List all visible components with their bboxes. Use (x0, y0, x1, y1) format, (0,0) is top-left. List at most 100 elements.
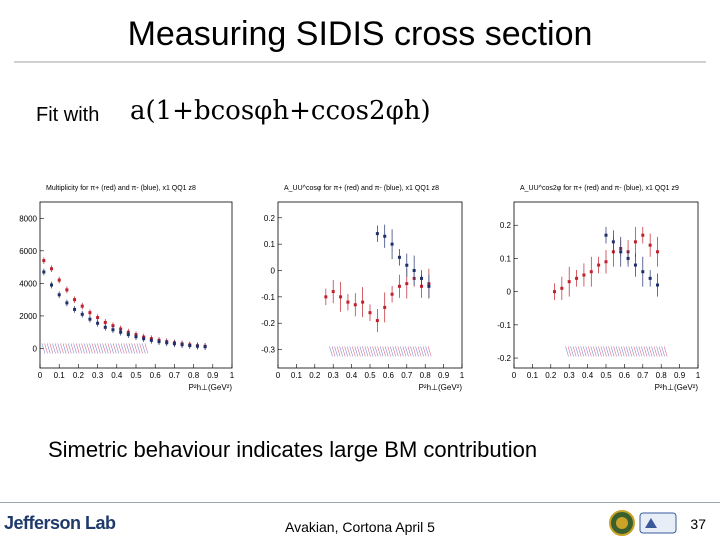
data-point (582, 273, 586, 277)
x-tick-label: 0.2 (309, 371, 321, 380)
x-tick-label: 0.8 (420, 371, 432, 380)
systematic-band-hatch (46, 343, 51, 354)
doe-seal-icon (609, 510, 635, 536)
cos2phi-asymmetry-plot: A_UU^cos2φ for π+ (red) and π- (blue), x… (484, 176, 704, 396)
x-tick-label: 0.3 (92, 371, 104, 380)
x-tick-label: 0.7 (637, 371, 649, 380)
data-point (375, 232, 379, 236)
x-tick-label: 0.4 (111, 371, 123, 380)
systematic-band-hatch (120, 343, 125, 354)
systematic-band-hatch (329, 346, 333, 357)
systematic-band-hatch (357, 346, 361, 357)
data-point (142, 337, 146, 341)
systematic-band-hatch (595, 346, 600, 357)
systematic-band-hatch (417, 346, 422, 357)
systematic-band-hatch (646, 346, 650, 357)
x-tick-label: 1 (230, 371, 235, 380)
data-point (149, 338, 153, 342)
data-point (390, 292, 394, 296)
systematic-band-hatch (374, 346, 379, 357)
data-point (339, 295, 343, 299)
systematic-band-hatch (382, 346, 386, 357)
systematic-band-hatch (94, 343, 99, 354)
systematic-band-hatch (643, 346, 648, 357)
data-point (560, 286, 564, 290)
systematic-band-hatch (397, 346, 402, 357)
data-point (405, 263, 409, 267)
systematic-band-hatch (115, 343, 120, 354)
data-point (604, 260, 608, 264)
x-tick-label: 1 (696, 371, 701, 380)
systematic-band-hatch (372, 346, 376, 357)
data-point (641, 270, 645, 274)
data-point (88, 311, 92, 315)
data-point (57, 278, 61, 282)
systematic-band-hatch (415, 346, 419, 357)
data-point (42, 259, 46, 263)
data-point (567, 280, 571, 284)
systematic-band-hatch (354, 346, 359, 357)
x-tick-label: 0.6 (150, 371, 162, 380)
x-tick-label: 0.9 (674, 371, 686, 380)
data-point (65, 288, 69, 292)
systematic-band-hatch (341, 346, 346, 357)
systematic-band-hatch (628, 346, 633, 357)
fit-formula: a(1+bcosφh+ccos2φh) (130, 96, 431, 126)
systematic-band-hatch (588, 346, 592, 357)
data-point (619, 250, 623, 254)
systematic-band-hatch (663, 346, 668, 357)
systematic-band-hatch (78, 343, 83, 354)
systematic-band-hatch (362, 346, 366, 357)
systematic-band-hatch (107, 343, 112, 354)
systematic-band-hatch (618, 346, 622, 357)
systematic-band-hatch (134, 343, 138, 354)
systematic-band-hatch (608, 346, 612, 357)
systematic-band-hatch (427, 346, 432, 357)
data-point (172, 342, 176, 346)
y-tick-label: 0.1 (264, 240, 276, 249)
caption: Simetric behaviour indicates large BM co… (48, 437, 538, 462)
data-point (648, 276, 652, 280)
data-point (589, 270, 593, 274)
systematic-band-hatch (136, 343, 141, 354)
plot-background (10, 176, 238, 396)
data-point (604, 233, 608, 237)
systematic-band-hatch (104, 343, 109, 354)
systematic-band-hatch (112, 343, 117, 354)
systematic-band-hatch (126, 343, 130, 354)
systematic-band-hatch (598, 346, 602, 357)
data-point (96, 316, 100, 320)
systematic-band-hatch (379, 346, 384, 357)
systematic-band-hatch (567, 346, 572, 357)
data-point (405, 282, 409, 286)
x-tick-label: 0.4 (582, 371, 594, 380)
x-tick-label: 0.3 (328, 371, 340, 380)
systematic-band-hatch (99, 343, 104, 354)
x-tick-label: 1 (460, 371, 465, 380)
data-point (50, 267, 54, 271)
systematic-band-hatch (582, 346, 587, 357)
data-point (597, 263, 601, 267)
data-point (103, 320, 107, 324)
jefferson-lab-logo: Jefferson Lab (4, 513, 116, 533)
systematic-band-hatch (344, 346, 348, 357)
systematic-band-hatch (346, 346, 351, 357)
clas-logo-icon (639, 512, 677, 534)
systematic-band-hatch (405, 346, 409, 357)
systematic-band-hatch (65, 343, 69, 354)
systematic-band-hatch (610, 346, 615, 357)
systematic-band-hatch (565, 346, 569, 357)
plot-title: A_UU^cos2φ for π+ (red) and π- (blue), x… (520, 185, 679, 192)
data-point (412, 269, 416, 273)
data-point (633, 263, 637, 267)
data-point (165, 341, 169, 345)
data-point (80, 304, 84, 308)
multiplicity-plot: Multiplicity for π+ (red) and π- (blue),… (10, 176, 238, 396)
data-point (203, 345, 207, 349)
data-point (157, 340, 161, 344)
fit-formula-text: a(1+bcosφh+ccos2φh) (130, 96, 431, 126)
data-point (552, 290, 556, 294)
data-point (346, 300, 350, 304)
data-point (611, 240, 615, 244)
data-point (397, 255, 401, 259)
